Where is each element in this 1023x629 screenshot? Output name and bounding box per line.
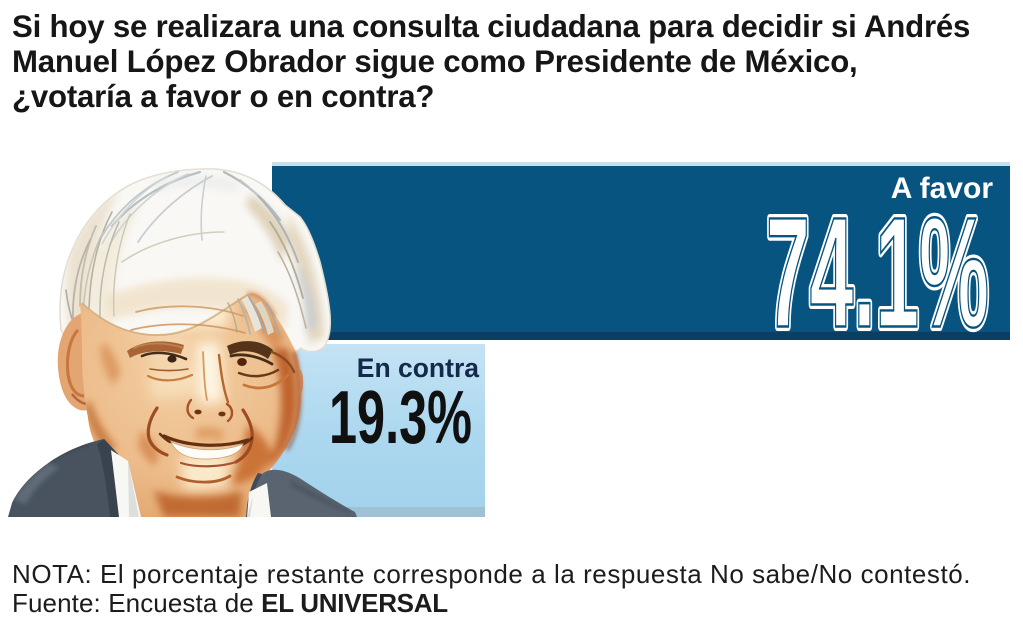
svg-text:19.3%: 19.3% [329, 376, 472, 455]
svg-text:74.1%: 74.1% [766, 186, 989, 346]
svg-text:74.1%: 74.1% [766, 186, 989, 346]
